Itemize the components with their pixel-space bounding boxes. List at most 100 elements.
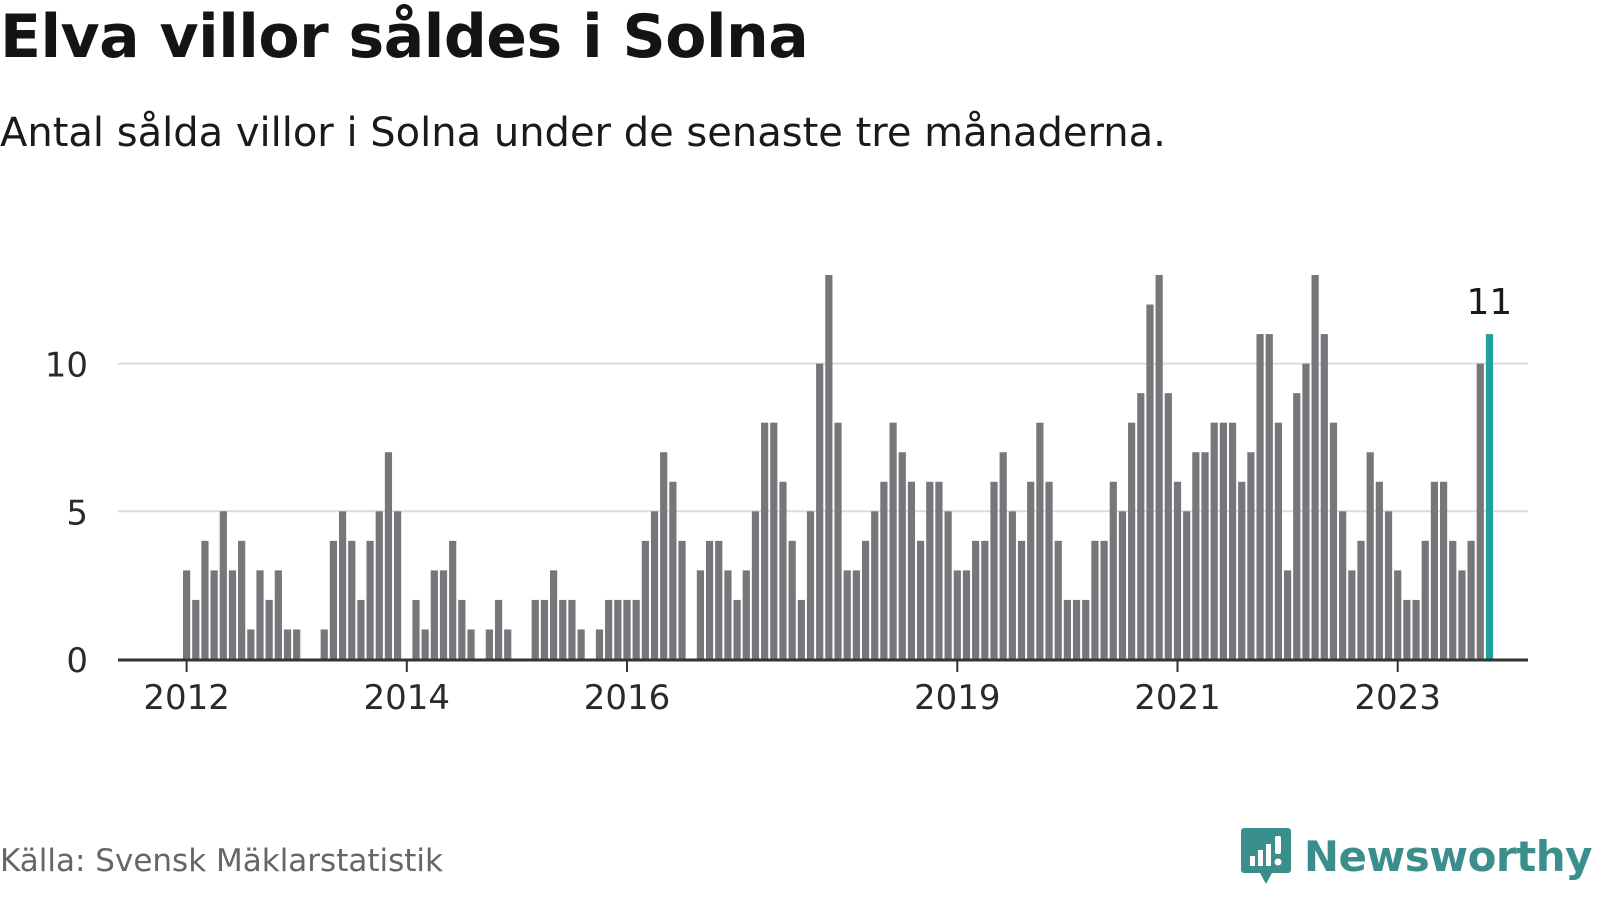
bar	[357, 599, 365, 659]
bar	[1329, 422, 1338, 659]
bar	[816, 363, 824, 659]
bar	[238, 540, 246, 659]
bar	[761, 422, 769, 659]
bar	[366, 540, 374, 659]
bar	[1192, 452, 1200, 659]
bar	[1146, 304, 1154, 659]
bar	[183, 570, 191, 659]
bar	[861, 540, 870, 659]
bar	[889, 422, 897, 659]
bar	[797, 599, 805, 659]
bar	[981, 540, 989, 659]
bar	[494, 599, 503, 659]
bar	[1274, 422, 1283, 659]
bar	[632, 599, 640, 659]
x-tick-label: 2021	[1134, 678, 1221, 718]
bar	[568, 599, 576, 659]
bar	[439, 570, 448, 659]
bar	[880, 481, 888, 659]
bar	[504, 629, 512, 659]
bar	[660, 452, 668, 659]
bar	[394, 511, 402, 659]
bar	[1210, 422, 1218, 659]
bar	[917, 540, 925, 659]
bar	[338, 511, 347, 659]
bar	[1439, 481, 1448, 659]
bar	[540, 599, 549, 659]
bar	[1348, 570, 1356, 659]
bar	[1247, 452, 1255, 659]
chart-title: Elva villor såldes i Solna	[0, 2, 809, 72]
bar	[1164, 393, 1172, 659]
bar	[559, 599, 567, 659]
bar	[1394, 570, 1402, 659]
bar	[953, 570, 961, 659]
bar	[788, 540, 796, 659]
y-tick-label: 5	[66, 493, 88, 533]
bar	[871, 511, 879, 659]
bar	[458, 599, 466, 659]
bar	[421, 629, 429, 659]
bar	[907, 481, 916, 659]
bar	[1100, 540, 1108, 659]
bars	[183, 275, 1494, 659]
bar	[852, 570, 860, 659]
bar	[1311, 275, 1319, 659]
y-tick-label: 0	[66, 641, 88, 681]
bar	[650, 511, 659, 659]
bar	[320, 629, 328, 659]
bar	[1293, 393, 1301, 659]
bar	[1265, 334, 1273, 659]
bar	[770, 422, 778, 659]
axes	[118, 658, 1528, 672]
bar	[550, 570, 558, 659]
bar	[1430, 481, 1438, 659]
bar	[1284, 570, 1292, 659]
bar	[1357, 540, 1365, 659]
bar	[577, 629, 585, 659]
bar	[705, 540, 714, 659]
newsworthy-logo-icon	[1240, 828, 1291, 884]
bar	[1256, 334, 1264, 659]
bar	[1054, 540, 1062, 659]
bar	[1137, 393, 1145, 659]
bar	[1219, 422, 1227, 659]
brand-logo: Newsworthy	[1240, 826, 1593, 886]
bar	[531, 599, 539, 659]
bar	[990, 481, 998, 659]
bar	[669, 481, 677, 659]
bar	[779, 481, 787, 659]
bar	[1045, 481, 1053, 659]
source-note: Källa: Svensk Mäklarstatistik	[0, 843, 443, 879]
bar	[751, 511, 760, 659]
bar	[1412, 599, 1420, 659]
bar	[1421, 540, 1429, 659]
bar	[283, 629, 292, 659]
bar	[228, 570, 237, 659]
bar	[265, 599, 273, 659]
x-tick-label: 2014	[364, 678, 451, 718]
bar	[962, 570, 971, 659]
bar	[806, 511, 815, 659]
latest-value-label: 11	[1467, 282, 1513, 323]
bar	[623, 599, 631, 659]
bar	[898, 452, 906, 659]
bar	[1063, 599, 1071, 659]
bar	[467, 629, 475, 659]
bar	[605, 599, 613, 659]
bar	[247, 629, 255, 659]
bar	[348, 540, 356, 659]
bar	[201, 540, 209, 659]
bar	[724, 570, 732, 659]
bar	[1384, 511, 1393, 659]
bar	[293, 629, 301, 659]
labels: 0 5 10 11 2012 2014 2016 2019 2021 2023	[45, 282, 1513, 718]
bar	[944, 511, 952, 659]
bar	[1027, 481, 1035, 659]
bar	[1183, 511, 1191, 659]
x-tick-label: 2016	[584, 678, 671, 718]
x-tick-label: 2019	[914, 678, 1001, 718]
bar	[384, 452, 393, 659]
bar	[715, 540, 723, 659]
